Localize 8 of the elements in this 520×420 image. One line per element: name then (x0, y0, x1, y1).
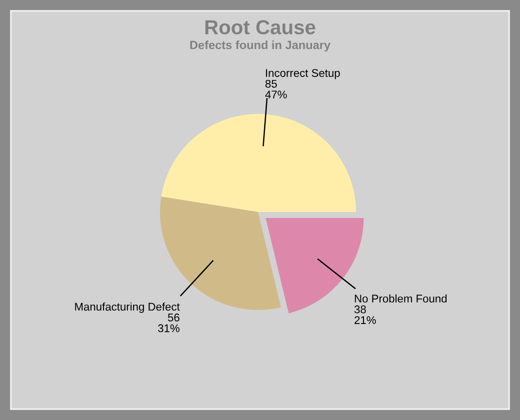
slice-label: Incorrect Setup (266, 69, 340, 80)
chart-title: Root Cause (205, 20, 316, 34)
data-label: 38 21% (354, 305, 376, 324)
slice-label: Manufacturing Defect (75, 302, 180, 313)
data-label: 56 31% (158, 314, 180, 332)
chart-subtitle: Defects found in January (190, 40, 330, 52)
data-label: 85 47% (265, 80, 287, 98)
slice-label: No Problem Found (354, 294, 447, 303)
